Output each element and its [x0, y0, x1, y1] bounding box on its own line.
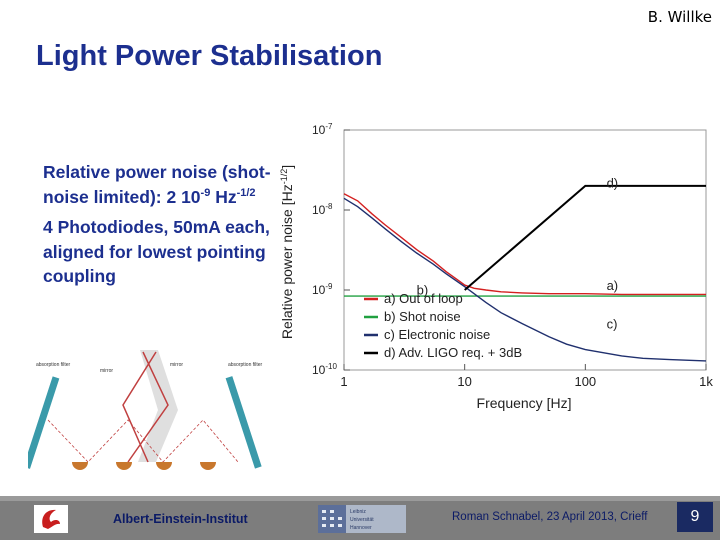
legend-label-b: b) Shot noise [384, 309, 461, 324]
series-line-d [464, 184, 706, 291]
legend-label-a: a) Out of loop [384, 291, 463, 306]
photodiodes [72, 462, 216, 470]
legend-label-d: d) Adv. LIGO req. + 3dB [384, 345, 522, 360]
luh-line-2: Universität [350, 517, 374, 523]
mirror-label-right: mirror [170, 362, 183, 368]
page-number: 9 [677, 502, 713, 532]
bullet-noise-unit: Hz [210, 186, 237, 207]
luh-line-3: Hannover [350, 525, 372, 531]
absorption-label-left: absorption filter [36, 362, 71, 368]
y-axis-label: Relative power noise [Hz-1/2] [279, 165, 295, 339]
absorption-filter-right [225, 376, 262, 469]
absorption-filter-left [28, 376, 60, 469]
institute-name: Albert-Einstein-Institut [113, 512, 248, 526]
luh-logo: Leibniz Universität Hannover [318, 505, 406, 533]
bullet-photodiodes: 4 Photodiodes, 50mA each, aligned for lo… [43, 217, 270, 286]
y-tick-label: 10-9 [312, 282, 333, 297]
bullet-noise: Relative power noise (shot-noise limited… [43, 160, 283, 209]
series-line-a [343, 193, 706, 296]
slide-title: Light Power Stabilisation [36, 40, 383, 72]
presenter-credit: Roman Schnabel, 23 April 2013, Crieff [452, 511, 648, 523]
luh-line-1: Leibniz [350, 509, 366, 515]
series-line-c [343, 197, 707, 362]
aei-logo-icon [34, 505, 68, 533]
footer-strip [0, 496, 720, 501]
optics-diagram: absorption filter absorption filter mirr… [28, 350, 263, 470]
y-tick-label: 10-8 [312, 202, 333, 217]
luh-emblem-icon [318, 505, 346, 533]
y-tick-label: 10-10 [312, 362, 337, 377]
footer-bar: Albert-Einstein-Institut Leibniz Univers… [0, 496, 720, 540]
absorption-label-right: absorption filter [228, 362, 263, 368]
curve-annotation: a) [607, 278, 619, 293]
noise-chart: 1 10 100 1k 10-7 10-8 10-9 10-10 d) a) b) c) a) Ou… [272, 112, 720, 412]
bullet-noise-exp1: -9 [200, 186, 211, 199]
bullet-noise-exp2: -1/2 [236, 186, 256, 199]
x-axis-label: Frequency [Hz] [477, 395, 572, 411]
beam-paths [47, 350, 239, 463]
bullet-noise-text: Relative power noise (shot-noise limited… [43, 162, 271, 207]
y-tick-label: 10-7 [312, 122, 333, 137]
curve-annotation: b) [417, 282, 429, 297]
legend-label-c: c) Electronic noise [384, 327, 490, 342]
curve-annotation: d) [607, 176, 619, 191]
bullet-list: Relative power noise (shot-noise limited… [43, 160, 283, 295]
plot-frame [343, 129, 707, 371]
x-tick-label: 100 [574, 374, 596, 389]
mirror-label-left: mirror [100, 368, 113, 374]
curve-annotation: c) [607, 317, 618, 332]
x-tick-label: 1k [699, 374, 713, 389]
author-name: B. Willke [647, 8, 712, 26]
x-tick-label: 1 [340, 374, 347, 389]
x-tick-label: 10 [457, 374, 471, 389]
